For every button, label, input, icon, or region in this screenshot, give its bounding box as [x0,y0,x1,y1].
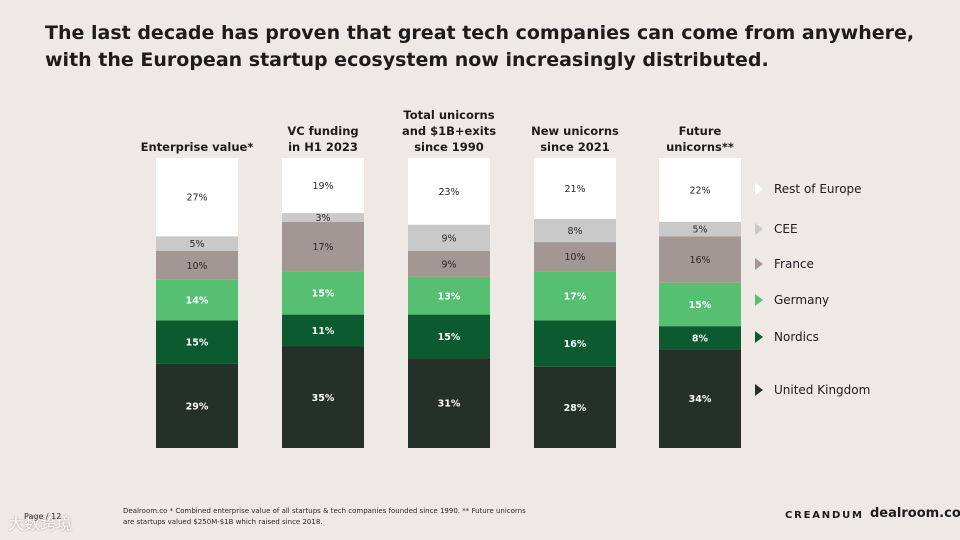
bar-segment-nordics [534,320,616,367]
legend-label: United Kingdom [774,383,871,397]
legend-marker-icon [755,294,763,306]
bar-segment-rest-of-europe [534,158,616,219]
watermark: 大数跨境 [8,514,73,533]
creandum-logo: CREANDUM [785,510,864,521]
page-number: Page / 12 [24,512,62,521]
bar-segment-united-kingdom [156,363,238,448]
category-label: Future [679,124,722,138]
bar-segment-france [659,236,741,283]
bar-segment-germany [156,279,238,321]
bar-segment-cee [534,218,616,243]
data-label: 16% [564,339,587,350]
bar-segment-rest-of-europe [408,158,490,225]
bar-segment-france [534,242,616,272]
legend-label: CEE [774,222,798,236]
data-label: 5% [692,225,707,236]
data-label: 28% [564,403,587,414]
data-label: 22% [689,185,710,196]
legend-marker-icon [755,258,763,270]
data-label: 10% [186,261,207,272]
bar-segment-cee [156,236,238,251]
bar-segment-nordics [659,326,741,350]
category-label: since 2021 [540,140,610,154]
legend-item-rest-of-europe: Rest of Europe [755,182,862,196]
data-label: 21% [564,184,585,195]
legend-marker-icon [755,223,763,235]
bar-segment-cee [408,224,490,251]
bar-segment-rest-of-europe [282,158,364,214]
bar-segment-united-kingdom [534,366,616,448]
bar-segment-cee [659,221,741,237]
page-title: The last decade has proven that great te… [45,22,915,71]
data-label: 15% [312,288,335,299]
data-label: 8% [567,226,582,237]
bar-segment-germany [408,276,490,315]
legend-marker-icon [755,183,763,195]
data-label: 15% [186,338,209,349]
data-label: 3% [315,213,330,224]
category-label: unicorns** [666,140,734,154]
data-label: 35% [312,393,335,404]
category-label: Enterprise value* [141,140,254,154]
category-label: in H1 2023 [288,140,358,154]
data-label: 17% [312,242,333,253]
category-label: Total unicorns [403,108,494,122]
bar-segment-france [408,250,490,277]
data-label: 16% [689,255,710,266]
legend-item-cee: CEE [755,222,798,236]
data-label: 19% [312,181,333,192]
bar-segment-nordics [156,320,238,364]
data-label: 27% [186,193,207,204]
bar-segment-germany [659,282,741,327]
data-label: 17% [564,291,587,302]
legend-marker-icon [755,384,763,396]
category-label: New unicorns [531,124,619,138]
legend-item-france: France [755,257,814,271]
legend-label: Germany [774,293,830,307]
data-label: 31% [438,399,461,410]
data-label: 14% [186,296,209,307]
data-label: 11% [312,326,335,337]
legend-item-germany: Germany [755,293,829,307]
data-label: 23% [438,187,459,198]
category-label: and $1B+exits [402,124,496,138]
data-label: 8% [692,333,709,344]
bar-segment-germany [534,271,616,321]
data-label: 15% [438,332,461,343]
bar-segment-france [282,221,364,272]
bar-segment-cee [282,213,364,222]
category-label: since 1990 [414,140,484,154]
data-label: 15% [689,300,712,311]
legend-item-united-kingdom: United Kingdom [755,383,870,397]
legend-label: Rest of Europe [774,182,862,196]
bar-segment-united-kingdom [659,349,741,448]
bar-segment-germany [282,271,364,315]
data-label: 29% [186,401,209,412]
data-label: 10% [564,252,585,263]
data-label: 9% [441,233,456,244]
legend-marker-icon [755,331,763,343]
bar-segment-united-kingdom [408,358,490,448]
legend-label: France [774,257,814,271]
source-footnote: Dealroom.co * Combined enterprise value … [123,507,526,526]
legend-item-nordics: Nordics [755,330,819,344]
data-label: 34% [689,394,712,405]
bar-segment-nordics [408,314,490,359]
bar-segment-nordics [282,314,364,347]
legend-label: Nordics [774,330,819,344]
data-label: 9% [441,259,456,270]
bar-segment-rest-of-europe [659,158,741,222]
bar-segment-france [156,250,238,280]
bar-segment-rest-of-europe [156,158,238,237]
bar-segment-united-kingdom [282,346,364,448]
data-label: 5% [189,239,204,250]
dealroom-logo: dealroom.co [870,506,960,521]
data-label: 13% [438,291,461,302]
category-label: VC funding [287,124,358,138]
